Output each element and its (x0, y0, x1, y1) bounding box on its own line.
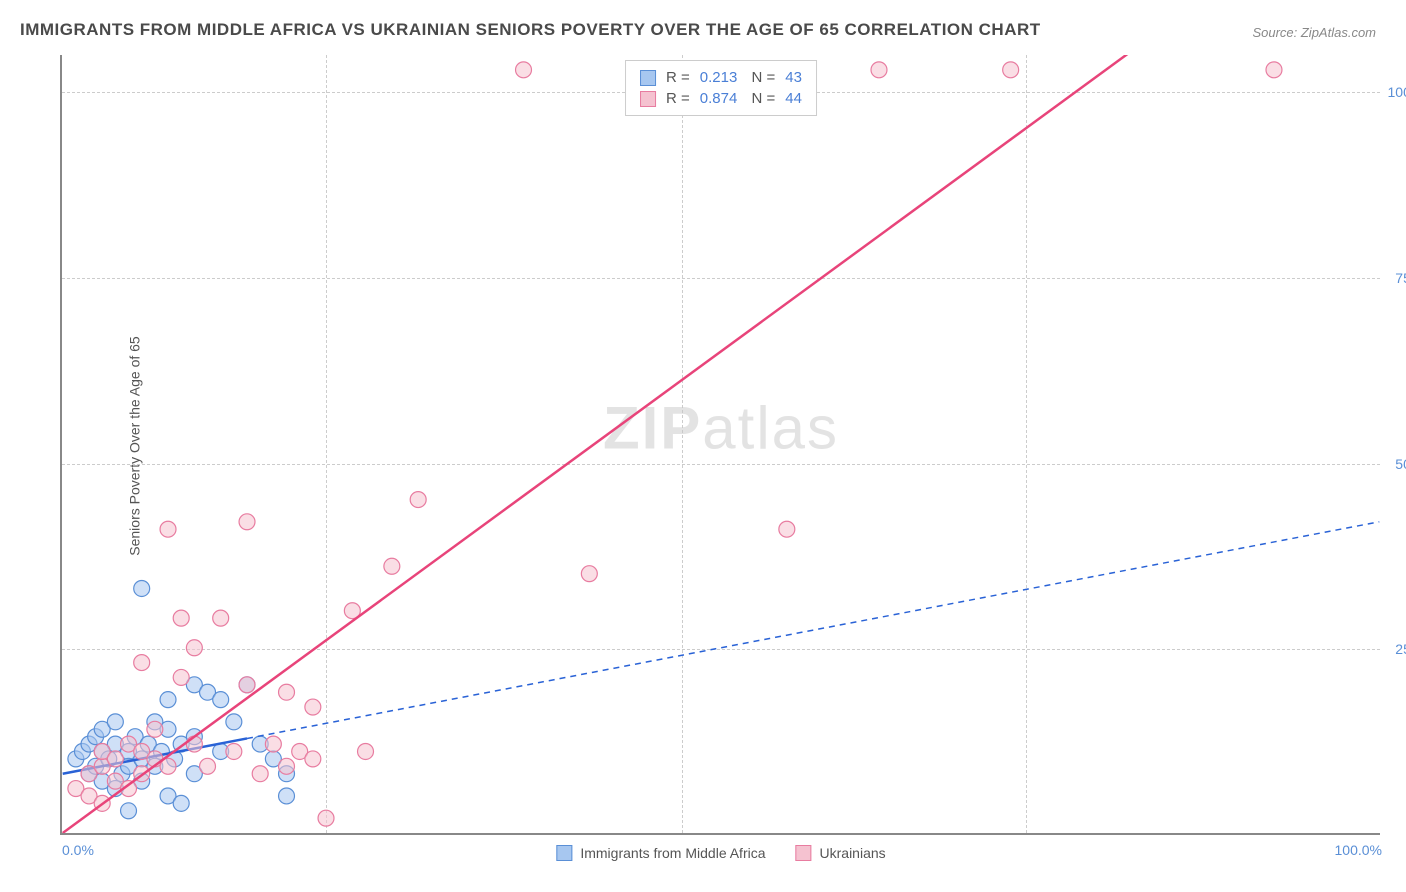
legend-swatch (556, 845, 572, 861)
legend-label: Immigrants from Middle Africa (580, 845, 765, 861)
legend-swatch (796, 845, 812, 861)
y-tick-label: 75.0% (1395, 270, 1406, 286)
stats-row-series-1: R =0.213 N =43 (640, 67, 802, 88)
scatter-point (305, 751, 321, 767)
scatter-point (226, 714, 242, 730)
scatter-point (213, 692, 229, 708)
scatter-point (107, 751, 123, 767)
scatter-point (134, 655, 150, 671)
stats-row-series-2: R =0.874 N =44 (640, 88, 802, 109)
scatter-point (239, 514, 255, 530)
trend-line (63, 55, 1380, 833)
chart-plot-area: ZIPatlas R =0.213 N =43 R =0.874 N =44 I… (60, 55, 1380, 835)
scatter-point (871, 62, 887, 78)
y-tick-label: 100.0% (1388, 84, 1406, 100)
scatter-point (779, 521, 795, 537)
scatter-point (173, 610, 189, 626)
scatter-point (516, 62, 532, 78)
scatter-point (173, 669, 189, 685)
scatter-point (186, 640, 202, 656)
y-tick-label: 50.0% (1395, 456, 1406, 472)
scatter-point (1003, 62, 1019, 78)
x-axis-legend: Immigrants from Middle Africa Ukrainians (556, 845, 885, 861)
correlation-stats-box: R =0.213 N =43 R =0.874 N =44 (625, 60, 817, 116)
scatter-point (173, 795, 189, 811)
scatter-point (160, 521, 176, 537)
swatch-pink (640, 91, 656, 107)
swatch-blue (640, 70, 656, 86)
scatter-point (121, 803, 137, 819)
scatter-point (279, 758, 295, 774)
x-tick-label: 100.0% (1335, 842, 1382, 858)
scatter-point (147, 721, 163, 737)
scatter-point (134, 581, 150, 597)
scatter-point (318, 810, 334, 826)
scatter-point (279, 788, 295, 804)
scatter-point (186, 736, 202, 752)
source-attribution: Source: ZipAtlas.com (1252, 25, 1376, 40)
scatter-point (252, 766, 268, 782)
scatter-point (358, 744, 374, 760)
scatter-point (410, 492, 426, 508)
legend-label: Ukrainians (820, 845, 886, 861)
scatter-point (226, 744, 242, 760)
scatter-point (200, 758, 216, 774)
scatter-point (160, 692, 176, 708)
scatter-point (279, 684, 295, 700)
chart-title: IMMIGRANTS FROM MIDDLE AFRICA VS UKRAINI… (20, 20, 1041, 40)
legend-item: Immigrants from Middle Africa (556, 845, 765, 861)
scatter-point (265, 736, 281, 752)
scatter-point (107, 714, 123, 730)
scatter-point (305, 699, 321, 715)
legend-item: Ukrainians (796, 845, 886, 861)
scatter-point (213, 610, 229, 626)
scatter-point (581, 566, 597, 582)
x-tick-label: 0.0% (62, 842, 94, 858)
scatter-svg (62, 55, 1380, 833)
scatter-point (384, 558, 400, 574)
scatter-point (1266, 62, 1282, 78)
y-tick-label: 25.0% (1395, 641, 1406, 657)
trend-line-dashed (247, 522, 1379, 739)
scatter-point (239, 677, 255, 693)
